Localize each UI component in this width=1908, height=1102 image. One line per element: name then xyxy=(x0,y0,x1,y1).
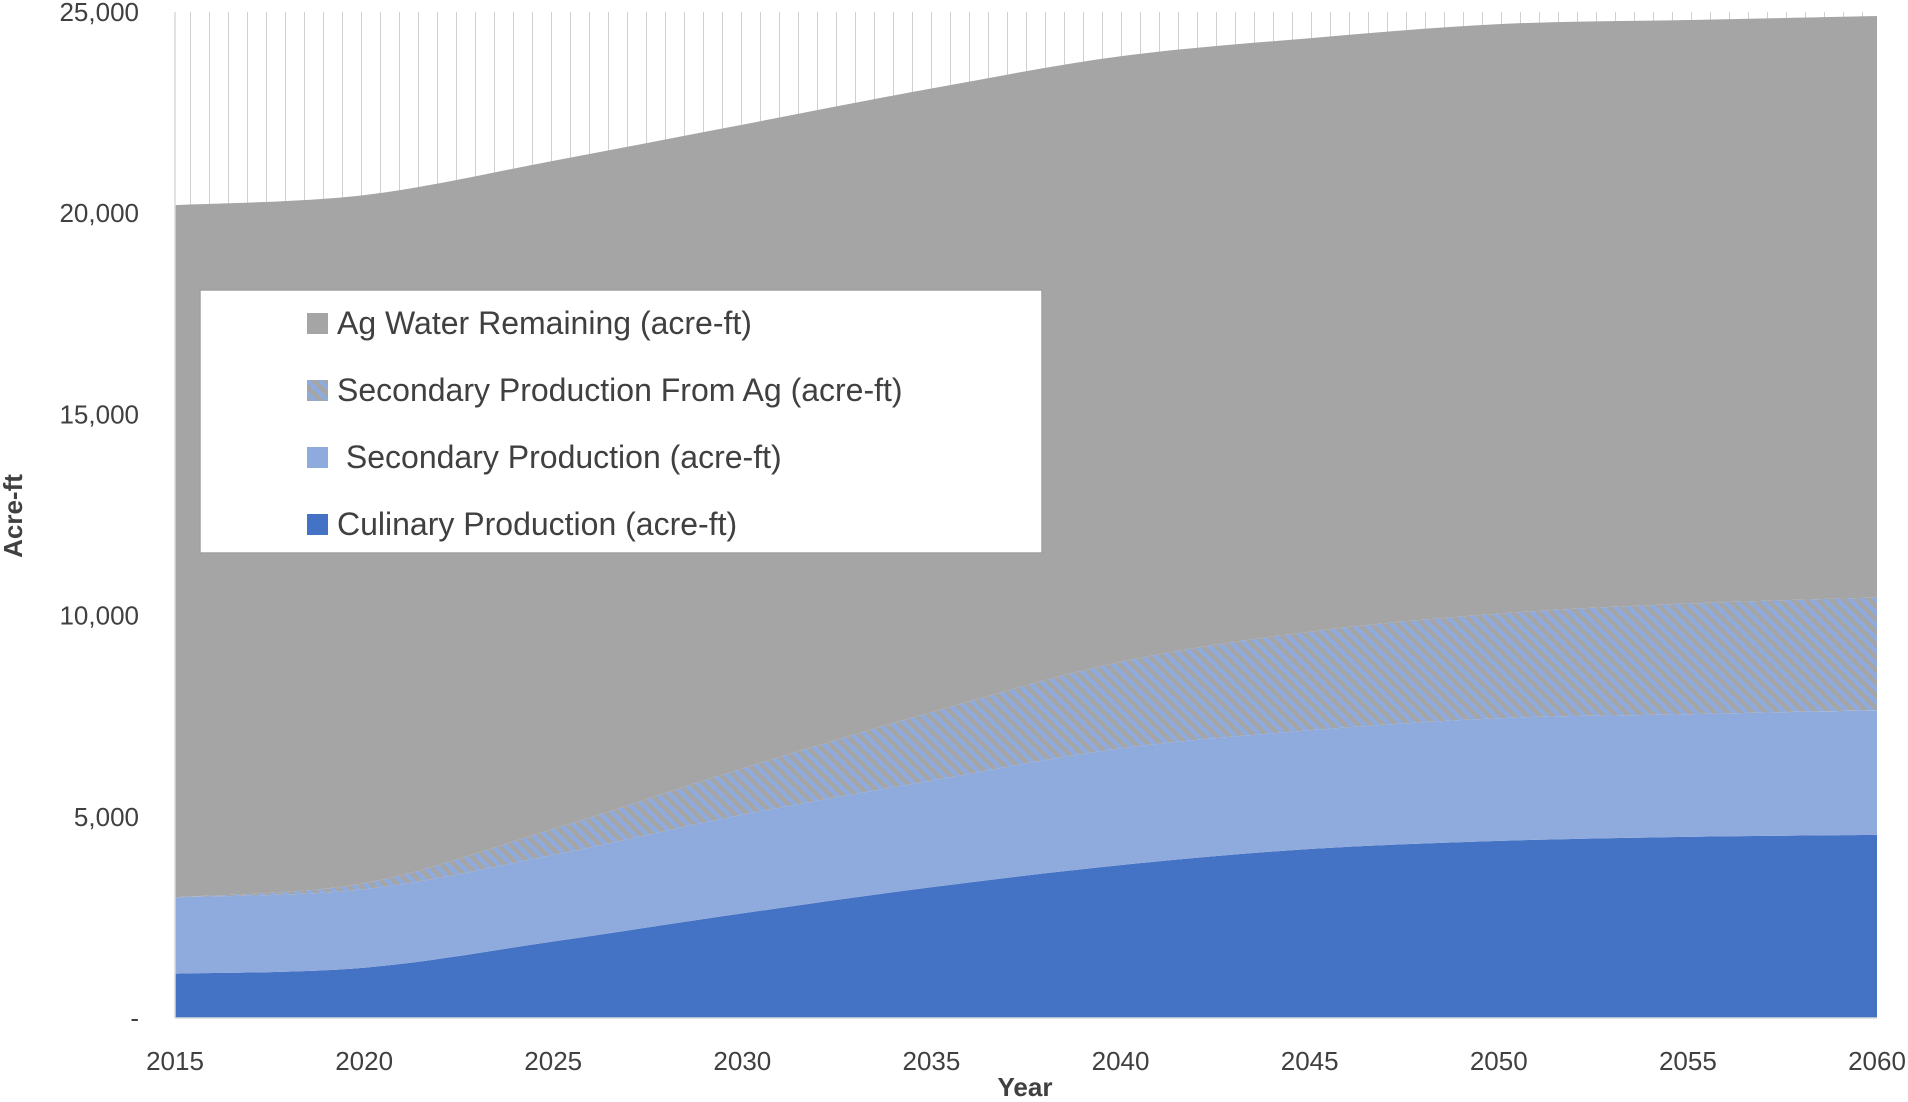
legend-entry: Secondary Production (acre-ft) xyxy=(337,439,782,475)
y-tick-label: 20,000 xyxy=(59,198,139,228)
legend-swatch xyxy=(307,514,328,535)
area-3 xyxy=(175,597,1877,898)
x-tick-label: 2020 xyxy=(335,1046,393,1076)
x-axis-ticks: 2015 2020 2025 2030 2035 2040 2045 2050 2055 2060 xyxy=(146,1046,1906,1076)
legend-entry: Culinary Production (acre-ft) xyxy=(337,506,737,542)
x-tick-label: 2055 xyxy=(1659,1046,1717,1076)
legend-swatch xyxy=(307,447,328,468)
y-tick-label: 5,000 xyxy=(74,802,139,832)
x-tick-label: 2015 xyxy=(146,1046,204,1076)
x-tick-label: 2035 xyxy=(903,1046,961,1076)
x-tick-label: 2025 xyxy=(524,1046,582,1076)
area-1 xyxy=(175,834,1877,1018)
legend-swatch xyxy=(307,313,328,334)
area-2 xyxy=(175,710,1877,974)
y-tick-label: 15,000 xyxy=(59,399,139,429)
x-tick-label: 2060 xyxy=(1848,1046,1906,1076)
x-axis-title: Year xyxy=(998,1072,1053,1102)
legend: Ag Water Remaining (acre-ft) Secondary Pr… xyxy=(199,289,1043,554)
legend-swatch xyxy=(307,380,328,401)
y-axis-ticks: - 5,000 10,000 15,000 20,000 25,000 xyxy=(59,0,139,1033)
x-tick-label: 2050 xyxy=(1470,1046,1528,1076)
legend-box xyxy=(199,289,1043,554)
x-tick-label: 2045 xyxy=(1281,1046,1339,1076)
x-tick-label: 2040 xyxy=(1092,1046,1150,1076)
legend-entry: Secondary Production From Ag (acre-ft) xyxy=(337,372,903,408)
y-tick-label: 25,000 xyxy=(59,0,139,27)
y-tick-label: 10,000 xyxy=(59,601,139,631)
y-axis-title: Acre-ft xyxy=(0,474,28,558)
y-tick-label: - xyxy=(130,1003,139,1033)
legend-entry: Ag Water Remaining (acre-ft) xyxy=(337,305,752,341)
x-tick-label: 2030 xyxy=(713,1046,771,1076)
